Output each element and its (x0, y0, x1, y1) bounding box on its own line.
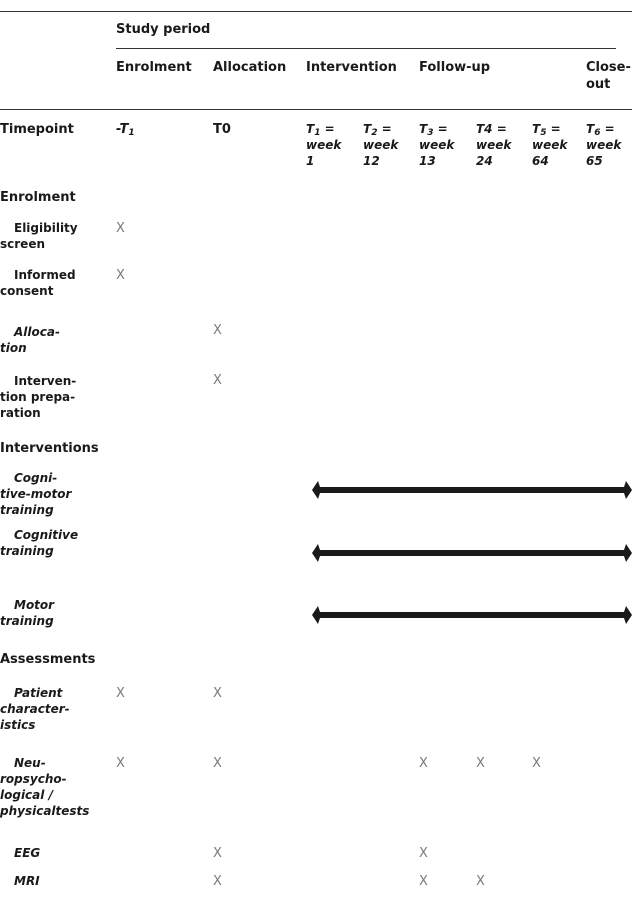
row-allocation: Alloca- tion (0, 325, 60, 355)
row-cognitive-training: Cognitive training (0, 528, 79, 558)
row-informed-consent: Informed consent (0, 268, 76, 298)
cognitive-motor-training-duration-bar (312, 481, 632, 499)
section-enrolment: Enrolment (0, 190, 76, 205)
motor-training-duration-bar (312, 606, 632, 624)
mark-neuro-t4: X (476, 756, 485, 771)
mark-patient-enrolment: X (116, 686, 125, 701)
mark-eligibility-enrolment: X (116, 221, 125, 236)
mark-neuro-allocation: X (213, 756, 222, 771)
mark-consent-enrolment: X (116, 268, 125, 283)
timepoint-t2: T2 = week 12 (363, 122, 399, 168)
timepoint-label: Timepoint (0, 122, 74, 137)
section-interventions: Interventions (0, 441, 99, 456)
row-neuropsychological-physical-tests: Neu- ropsycho- logical / physicaltests (0, 756, 90, 818)
mark-neuro-t5: X (532, 756, 541, 771)
mark-mri-t4: X (476, 874, 485, 889)
row-cognitive-motor-training: Cogni- tive-motor training (0, 471, 72, 517)
row-mri: MRI (14, 874, 40, 888)
mark-eeg-t3: X (419, 846, 428, 861)
header-bottom-rule (0, 109, 632, 110)
mark-mri-t3: X (419, 874, 428, 889)
timepoint-t4: T4 = week 24 (476, 122, 512, 168)
row-eligibility-screen: Eligibility screen (0, 221, 78, 251)
mark-eeg-allocation: X (213, 846, 222, 861)
timepoint-t0: T0 (213, 122, 231, 137)
study-period-rule (116, 48, 616, 49)
phase-close-out: Close- out (586, 60, 631, 92)
phase-intervention: Intervention (306, 60, 397, 75)
cognitive-training-duration-bar (312, 544, 632, 562)
phase-enrolment: Enrolment (116, 60, 192, 75)
section-assessments: Assessments (0, 652, 96, 667)
mark-neuro-t3: X (419, 756, 428, 771)
mark-preparation-allocation: X (213, 373, 222, 388)
timepoint-t5: T5 = week 64 (532, 122, 568, 168)
timepoint-t3: T3 = week 13 (419, 122, 455, 168)
row-motor-training: Motor training (0, 598, 55, 628)
mark-neuro-enrolment: X (116, 756, 125, 771)
table-top-rule (0, 11, 632, 12)
phase-allocation: Allocation (213, 60, 287, 75)
mark-mri-allocation: X (213, 874, 222, 889)
row-eeg: EEG (14, 846, 41, 860)
row-patient-characteristics: Patient character- istics (0, 686, 70, 732)
timepoint-t6: T6 = week 65 (586, 122, 622, 168)
timepoint-t1: T1 = week 1 (306, 122, 342, 168)
phase-follow-up: Follow-up (419, 60, 491, 75)
study-period-heading: Study period (116, 22, 211, 37)
mark-patient-allocation: X (213, 686, 222, 701)
mark-allocation: X (213, 323, 222, 338)
timepoint-minus-t1: -T1 (116, 122, 135, 138)
row-intervention-preparation: Interven- tion prepa- ration (0, 374, 77, 420)
